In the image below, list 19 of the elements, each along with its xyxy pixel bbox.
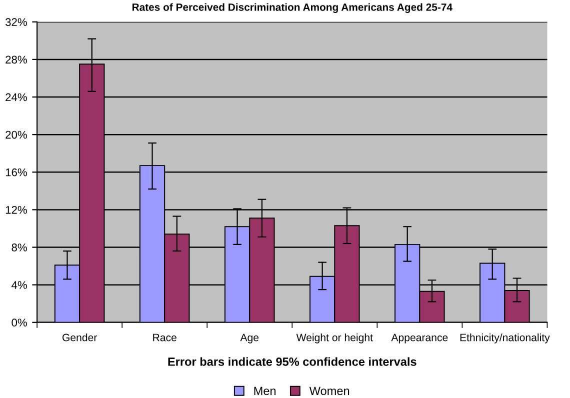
- y-tick-label: 0%: [12, 318, 27, 327]
- x-tick-label: Ethnicity/nationality: [460, 333, 550, 344]
- x-axis-title: Error bars indicate 95% confidence intervals: [168, 357, 416, 366]
- x-tick-label: Race: [153, 334, 176, 342]
- x-tick-label: Weight or height: [296, 333, 373, 344]
- y-tick-label: 16%: [6, 168, 27, 176]
- x-tick-label: Appearance: [391, 334, 448, 344]
- y-tick-label: 8%: [12, 244, 27, 252]
- y-tick-label: 28%: [6, 56, 27, 64]
- x-tick-label: Age: [240, 334, 259, 344]
- legend-label: Women: [309, 386, 350, 396]
- y-tick-label: 32%: [6, 18, 27, 26]
- chart-title: Rates of Perceived Discrimination Among Americans Aged 25-74: [132, 3, 452, 13]
- y-tick-label: 4%: [12, 281, 27, 289]
- x-tick-label: Gender: [62, 333, 97, 342]
- y-tick-label: 24%: [6, 93, 27, 102]
- legend-label: Men: [254, 386, 276, 396]
- y-tick-label: 12%: [6, 206, 27, 214]
- y-tick-label: 20%: [6, 130, 27, 139]
